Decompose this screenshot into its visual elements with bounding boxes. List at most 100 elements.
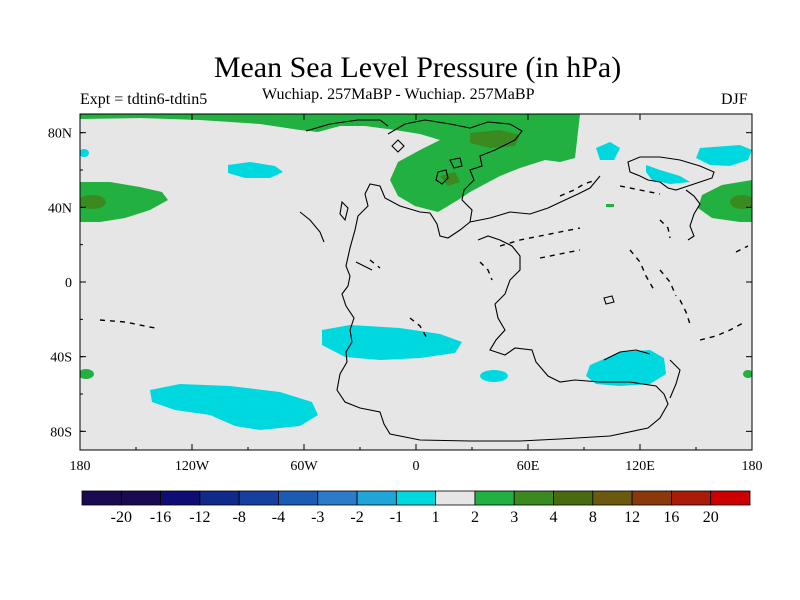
colorbar-box: [278, 490, 319, 506]
negative-anomaly-north-pacific: [228, 162, 283, 178]
x-tick-label: 180: [70, 459, 91, 474]
coastline-island-6: [355, 261, 373, 271]
y-tick-label: 0: [65, 276, 72, 291]
island-arc-5: [619, 185, 661, 195]
colorbar-box: [474, 490, 515, 506]
positive-anomaly-north-core-2: [440, 172, 460, 186]
colorbar-label: -20: [111, 509, 132, 526]
colorbar-box: [710, 490, 751, 506]
experiment-label: Expt = tdtin6-tdtin5: [80, 91, 208, 108]
colorbar-box: [553, 490, 594, 506]
colorbar-label: 4: [550, 509, 558, 526]
coastline-arctic: [305, 119, 389, 132]
colorbar-label: -2: [350, 509, 363, 526]
negative-anomaly-south-atlantic: [322, 325, 462, 360]
colorbar-label: 2: [471, 509, 479, 526]
coastline-island-7: [391, 139, 405, 153]
coastline-tethys-north: [469, 175, 601, 223]
colorbar-label: -3: [311, 509, 324, 526]
colorbar: [81, 490, 751, 506]
colorbar-label: -12: [189, 509, 210, 526]
x-tick-label: 0: [413, 459, 420, 474]
colorbar-label: -4: [272, 509, 285, 526]
colorbar-box: [160, 490, 201, 506]
positive-anomaly-right-lobe: [698, 180, 752, 222]
island-arc-3: [539, 249, 581, 259]
colorbar-label: 20: [703, 509, 719, 526]
colorbar-label: -16: [150, 509, 171, 526]
y-tick-label: 80S: [50, 425, 72, 440]
y-tick-label: 40N: [48, 201, 72, 216]
coastline-island-4: [299, 211, 325, 243]
plot-title: Mean Sea Level Pressure (in hPa): [213, 51, 622, 84]
colorbar-labels: -20 -16 -12 -8 -4 -3 -2 -1 1 2 3 4 8 12 16 20: [111, 509, 719, 526]
map-field: [80, 114, 752, 450]
x-tick-label: 60W: [290, 459, 318, 474]
season-label: DJF: [721, 91, 748, 108]
coastline-island-1: [435, 169, 449, 185]
y-tick-label: 40S: [50, 351, 72, 366]
colorbar-box: [631, 490, 672, 506]
negative-anomaly-east-asia: [646, 165, 690, 184]
colorbar-label: 3: [510, 509, 518, 526]
negative-anomaly-arctic: [596, 142, 620, 160]
colorbar-box: [199, 490, 240, 506]
colorbar-label: -8: [233, 509, 246, 526]
colorbar-label: -1: [390, 509, 403, 526]
colorbar-box: [120, 490, 161, 506]
island-arc-13: [369, 259, 381, 269]
colorbar-box: [317, 490, 358, 506]
x-tick-label: 120E: [625, 459, 655, 474]
negative-anomaly-south-pacific: [150, 384, 318, 430]
coastlines: [299, 119, 715, 442]
colorbar-box: [513, 490, 554, 506]
axis-ticks: [79, 114, 753, 450]
coastline-north-china: [627, 156, 715, 191]
island-arcs: [99, 179, 749, 341]
colorbar-box: [238, 490, 279, 506]
positive-anomaly-left-core: [80, 195, 106, 209]
positive-anomaly-small-3: [606, 204, 614, 207]
island-arc-7: [629, 249, 655, 291]
colorbar-box: [435, 490, 476, 506]
x-tick-label: 60E: [517, 459, 540, 474]
coastline-pangea: [336, 119, 669, 442]
island-arc-14: [735, 245, 749, 253]
colorbar-box: [592, 490, 633, 506]
colorbar-box: [395, 490, 437, 506]
coastline-south-indian-arc: [603, 349, 651, 361]
island-arc-6: [659, 219, 671, 239]
positive-anomaly-small-2: [743, 370, 752, 378]
colorbar-label: 8: [589, 509, 597, 526]
positive-anomaly-small-1: [80, 369, 94, 379]
colorbar-box: [356, 490, 397, 506]
island-arc-2: [499, 227, 581, 247]
x-tick-label: 180: [742, 459, 763, 474]
coastline-island-5: [339, 200, 349, 222]
colorbar-box: [671, 490, 712, 506]
colorbar-box: [81, 490, 122, 506]
colorbar-label: 12: [624, 509, 640, 526]
subtitle-label: Wuchiap. 257MaBP - Wuchiap. 257MaBP: [262, 86, 535, 103]
island-arc-12: [479, 261, 493, 281]
island-arc-4: [559, 179, 597, 197]
y-tick-label: 80N: [48, 127, 72, 142]
island-arc-10: [699, 321, 746, 341]
colorbar-label: 16: [663, 509, 679, 526]
coastline-island-2: [449, 157, 463, 169]
island-arc-9: [679, 299, 691, 325]
colorbar-label: 1: [432, 509, 440, 526]
axis-tick-labels: 180 120W 60W 0 60E 120E 180 80N 40N 0 40S 80S: [48, 127, 763, 474]
negative-anomaly-small: [480, 370, 508, 382]
island-arc-11: [409, 317, 429, 341]
coastline-gondwana-east: [669, 359, 681, 399]
coastline-island-3: [603, 295, 615, 305]
coastline-south-china: [685, 189, 701, 241]
positive-anomaly-left-lobe: [80, 182, 168, 222]
x-tick-label: 120W: [175, 459, 210, 474]
positive-anomaly-right-core: [730, 195, 752, 209]
negative-anomaly-left-edge: [80, 149, 89, 157]
positive-anomaly-north-band: [80, 114, 580, 212]
negative-anomaly-siberia: [696, 145, 752, 166]
